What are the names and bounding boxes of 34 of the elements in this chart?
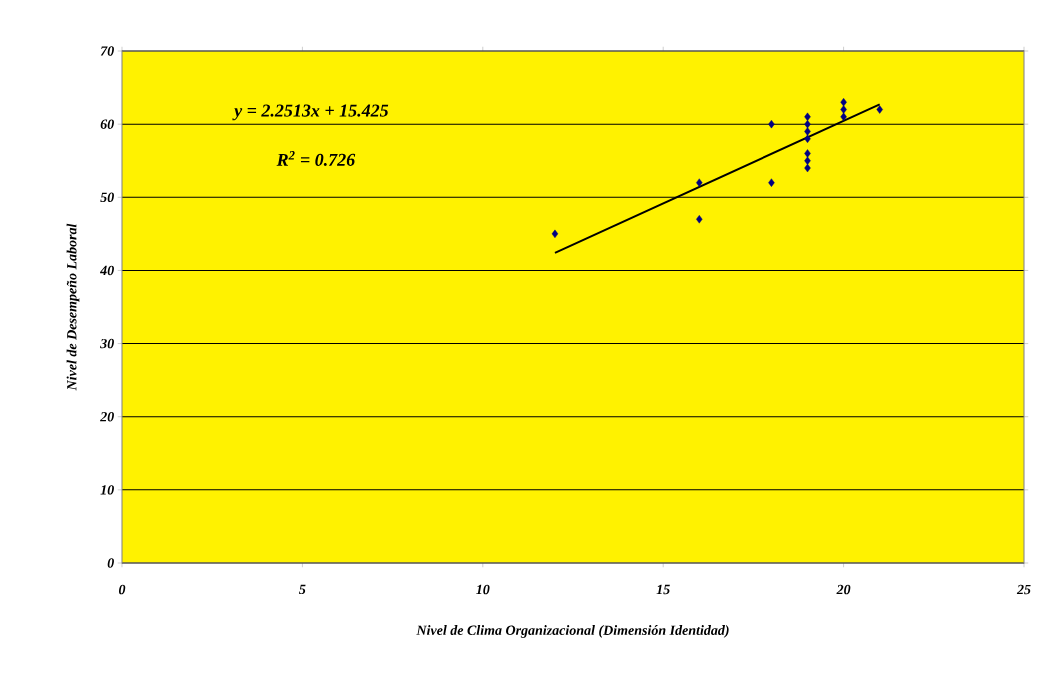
x-tick-label: 25 xyxy=(1016,584,1031,595)
point xyxy=(840,112,847,122)
y-tick-label: 70 xyxy=(100,46,114,56)
point xyxy=(804,127,811,136)
annotation: R$^{2}$ = 0.726 xyxy=(276,151,356,166)
y-tick-label: 60 xyxy=(100,119,114,129)
point xyxy=(840,98,847,107)
annotation: y = 2.2513x + 15.425 xyxy=(232,104,389,121)
y-tick-label: 40 xyxy=(99,265,114,276)
y-tick-label: 50 xyxy=(100,192,114,203)
x-tick-label: 20 xyxy=(836,584,851,595)
point xyxy=(804,149,811,158)
point xyxy=(551,229,559,239)
point xyxy=(696,178,703,187)
y-tick-label: 0 xyxy=(107,558,114,568)
x-axis-title: Nivel de Clima Organizacional (Dimensión Identidad) xyxy=(416,625,729,638)
point xyxy=(696,215,703,224)
point xyxy=(804,156,811,165)
x-tick-label: 5 xyxy=(299,584,306,595)
x-tick-label: 10 xyxy=(476,584,490,595)
point xyxy=(876,105,883,114)
point xyxy=(768,178,775,187)
point xyxy=(840,105,847,114)
point xyxy=(768,119,775,129)
point xyxy=(804,163,811,173)
point xyxy=(804,119,811,129)
point xyxy=(804,134,811,143)
point xyxy=(804,112,811,122)
y-tick-label: 10 xyxy=(100,485,114,495)
y-tick-label: 20 xyxy=(100,411,114,422)
y-tick-label: 30 xyxy=(100,338,114,349)
y-axis-title: Nivel de Desempeño Laboral xyxy=(66,223,80,391)
x-tick-label: 15 xyxy=(656,584,670,595)
x-tick-label: 0 xyxy=(118,584,126,595)
